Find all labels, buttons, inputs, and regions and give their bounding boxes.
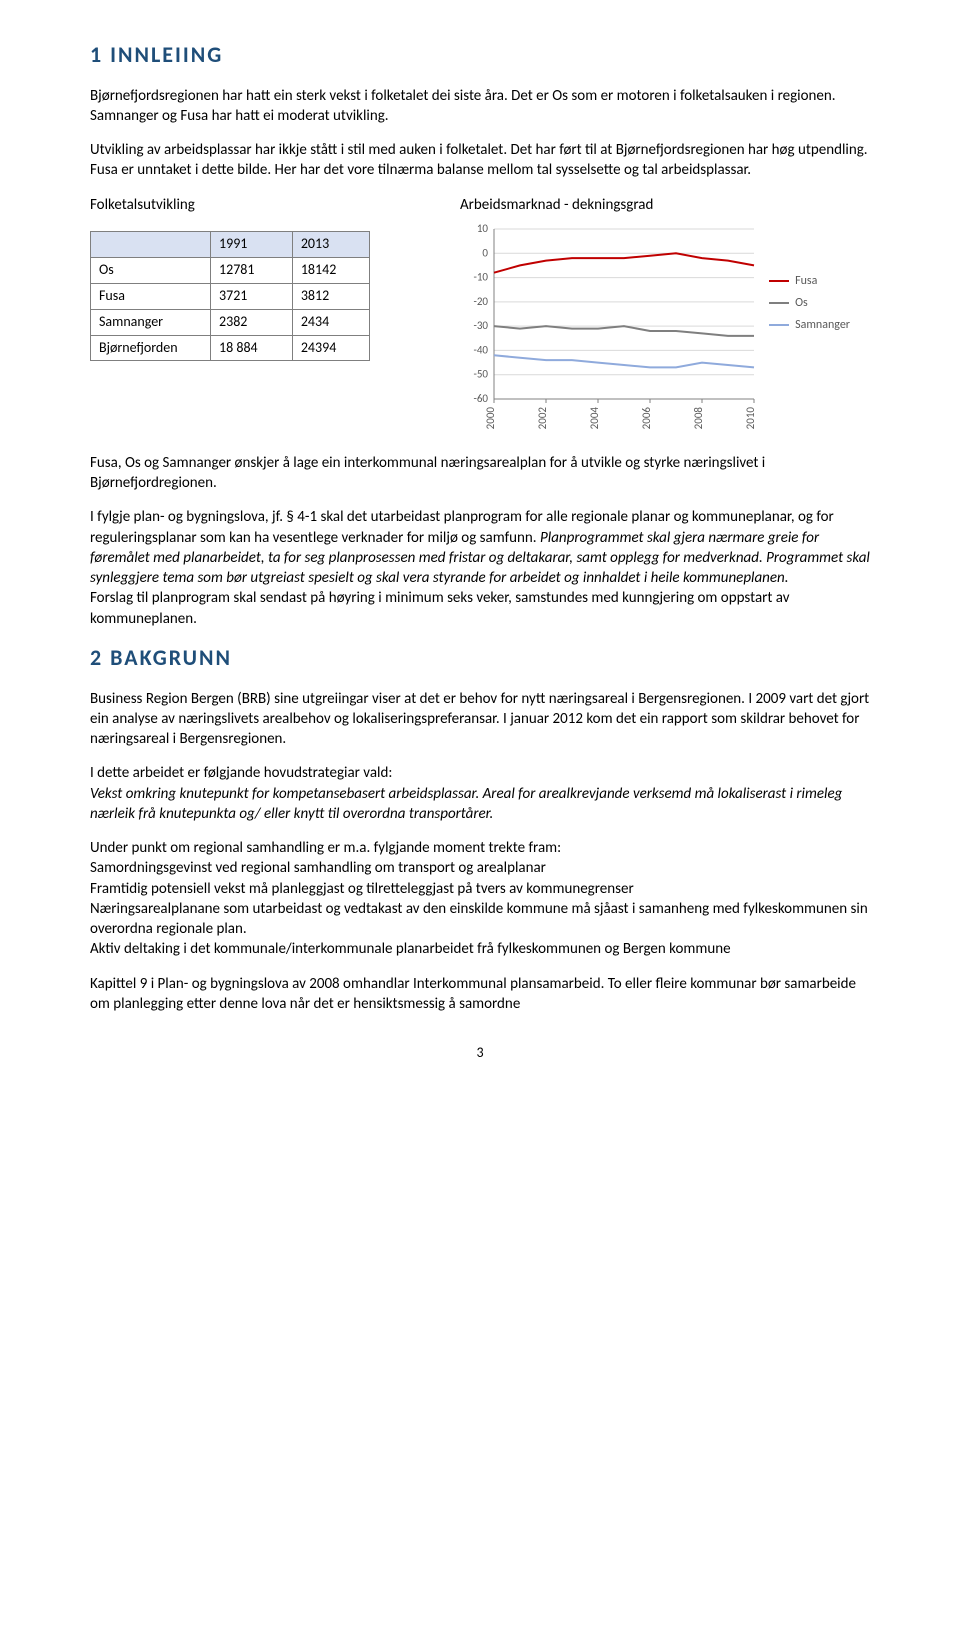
section2-p1: Business Region Bergen (BRB) sine utgrei…: [90, 689, 870, 750]
svg-text:2004: 2004: [588, 407, 601, 430]
svg-text:-10: -10: [473, 271, 488, 284]
section2-p3-line: Samordningsgevinst ved regional samhandl…: [90, 859, 546, 877]
table-row-label: Bjørnefjorden: [91, 335, 211, 361]
section2-p3: Under punkt om regional samhandling er m…: [90, 838, 870, 960]
table-row: Bjørnefjorden18 88424394: [91, 335, 370, 361]
section1-p4c: Forslag til planprogram skal sendast på …: [90, 589, 790, 627]
folketal-heading: Folketalsutvikling: [90, 195, 420, 215]
page-number: 3: [90, 1044, 870, 1063]
svg-text:2002: 2002: [536, 407, 549, 430]
table-cell: 18 884: [211, 335, 293, 361]
table-header-2013: 2013: [292, 231, 369, 257]
svg-text:-60: -60: [473, 392, 488, 405]
legend-swatch: [769, 324, 789, 326]
svg-text:2006: 2006: [640, 407, 653, 430]
table-cell: 2434: [292, 309, 369, 335]
legend-swatch: [769, 280, 789, 282]
table-header-blank: [91, 231, 211, 257]
section1-p1: Bjørnefjordsregionen har hatt ein sterk …: [90, 86, 870, 127]
legend-item: Samnanger: [769, 317, 850, 333]
legend-label: Samnanger: [795, 317, 850, 333]
table-header-1991: 1991: [211, 231, 293, 257]
folketal-table: 1991 2013 Os1278118142Fusa37213812Samnan…: [90, 231, 370, 361]
table-row-label: Fusa: [91, 283, 211, 309]
legend-swatch: [769, 302, 789, 304]
svg-text:-20: -20: [473, 295, 488, 308]
table-row-label: Os: [91, 257, 211, 283]
legend-item: Os: [769, 295, 850, 311]
section2-heading: 2 BAKGRUNN: [90, 643, 870, 673]
section1-p2: Utvikling av arbeidsplassar har ikkje st…: [90, 140, 870, 181]
legend-item: Fusa: [769, 273, 850, 289]
arbeidsmarknad-heading: Arbeidsmarknad - dekningsgrad: [460, 195, 870, 215]
section2-p3a: Under punkt om regional samhandling er m…: [90, 839, 561, 857]
table-cell: 3721: [211, 283, 293, 309]
section1-heading: 1 INNLEIING: [90, 40, 870, 70]
table-row: Samnanger23822434: [91, 309, 370, 335]
svg-text:-30: -30: [473, 319, 488, 332]
svg-text:10: 10: [477, 223, 489, 235]
table-cell: 2382: [211, 309, 293, 335]
table-row: Fusa37213812: [91, 283, 370, 309]
section2-p2: I dette arbeidet er følgjande hovudstrat…: [90, 763, 870, 824]
svg-text:2000: 2000: [484, 407, 497, 430]
table-row: Os1278118142: [91, 257, 370, 283]
svg-text:0: 0: [482, 246, 488, 259]
table-cell: 3812: [292, 283, 369, 309]
section1-p3: Fusa, Os og Samnanger ønskjer å lage ein…: [90, 453, 870, 494]
section2-p2b-italic: Vekst omkring knutepunkt for kompetanseb…: [90, 785, 842, 823]
chart-legend: Fusa Os Samnanger: [769, 273, 850, 340]
svg-text:2010: 2010: [744, 407, 757, 430]
table-row-label: Samnanger: [91, 309, 211, 335]
table-cell: 18142: [292, 257, 369, 283]
svg-text:2008: 2008: [692, 407, 705, 430]
legend-label: Os: [795, 295, 808, 311]
section2-p4: Kapittel 9 i Plan- og bygningslova av 20…: [90, 974, 870, 1015]
table-header-row: 1991 2013: [91, 231, 370, 257]
svg-text:-50: -50: [473, 368, 488, 381]
section2-p3-line: Næringsarealplanane som utarbeidast og v…: [90, 900, 868, 938]
legend-label: Fusa: [795, 273, 817, 289]
svg-text:-40: -40: [473, 343, 488, 356]
section2-p3-line: Aktiv deltaking i det kommunale/interkom…: [90, 940, 731, 958]
table-cell: 24394: [292, 335, 369, 361]
table-cell: 12781: [211, 257, 293, 283]
section2-p3-line: Framtidig potensiell vekst må planleggja…: [90, 880, 634, 898]
section1-p4: I fylgje plan- og bygningslova, jf. § 4-…: [90, 507, 870, 629]
section2-p2a: I dette arbeidet er følgjande hovudstrat…: [90, 764, 392, 782]
dekningsgrad-chart: 10 0 -10 -20 -30 -40 -50 -60 2000 2002 2004 2006 200…: [460, 223, 840, 433]
